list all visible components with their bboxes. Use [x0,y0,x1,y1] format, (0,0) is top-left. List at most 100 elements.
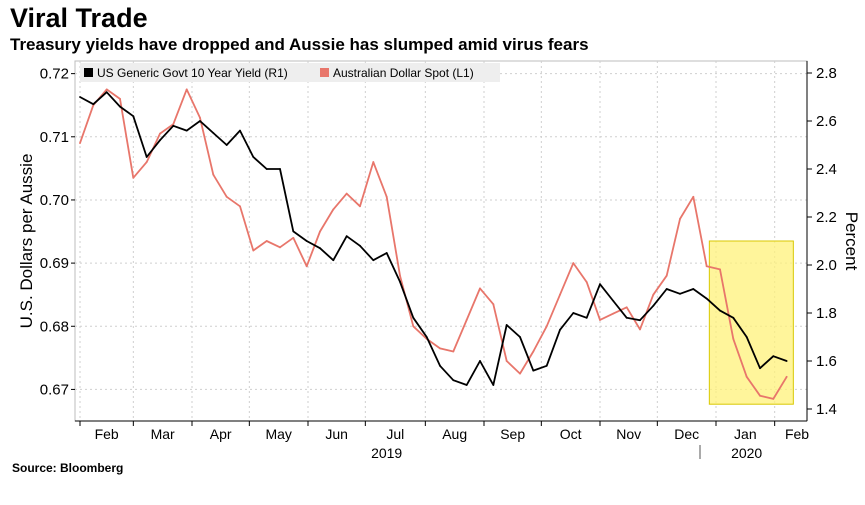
series-lines [79,88,788,400]
right-tick-label: 1.4 [816,401,837,418]
highlight-box [708,240,794,405]
aud-data-point [279,246,281,249]
aud-data-point [665,274,668,277]
yield-data-point [119,105,121,108]
yield-data-point [532,369,535,372]
legend: US Generic Govt 10 Year Yield (R1) Austra… [80,63,500,82]
aud-data-point [105,88,108,91]
chart-subtitle: Treasury yields have dropped and Aussie … [10,35,589,54]
legend-swatch [320,68,329,77]
legend-swatch [84,68,93,77]
yield-data-point [185,129,188,132]
yield-data-point [412,316,415,319]
aud-data-point [652,293,655,296]
aud-data-point [692,195,695,198]
yield-data-point [332,259,335,262]
yield-data-point [439,364,441,367]
yield-data-point [599,283,601,286]
yield-data-point [732,316,735,319]
right-tick-label: 2.0 [816,257,837,274]
yield-data-point [585,316,588,319]
x-tick-label: Nov [616,426,641,442]
aud-data-point [212,173,215,176]
aud-data-point [332,208,335,211]
yield-data-point [452,379,455,382]
aud-data-point [452,350,455,353]
left-tick-label: 0.68 [40,318,69,335]
aud-data-point [785,375,788,378]
left-tick-label: 0.70 [40,192,69,209]
aud-data-point [639,328,641,331]
yield-data-point [785,360,788,362]
yield-data-point [625,316,628,319]
aud-data-point [572,262,575,265]
year-label: 2020 [731,445,762,461]
yield-data-point [105,91,108,94]
aud-data-point [305,265,308,268]
x-tick-label: Feb [785,426,809,442]
highlight-region [708,240,794,405]
yield-data-point [145,156,148,158]
aud-data-point [719,268,721,271]
yield-data-point [79,96,81,98]
yield-data-point [545,364,548,367]
aud-data-point [265,240,268,242]
yield-data-point [292,230,295,233]
aud-data-point [759,394,761,397]
yield-data-point [572,312,575,314]
yield-data-point [719,309,721,312]
aud-data-point [519,372,521,375]
yield-data-point [345,235,348,238]
aud-data-point [612,312,615,315]
yield-data-point [172,124,175,127]
left-tick-label: 0.69 [40,255,69,272]
right-tick-label: 2.4 [816,161,837,178]
yield-data-point [505,324,508,326]
right-axis: 1.4 1.6 1.8 2.0 2.2 2.4 2.6 2.8 [806,61,837,421]
aud-data-point [439,347,441,350]
aud-data-point [559,293,561,296]
yield-data-point [772,355,775,358]
yield-data-point [372,259,375,262]
x-tick-label: Jul [386,426,404,442]
yield-data-point [652,304,655,307]
source-note: Source: Bloomberg [12,461,124,475]
yield-data-point [612,300,615,302]
aud-data-point [159,132,161,135]
aud-data-point [359,205,361,208]
aud-data-point [705,265,708,268]
aud-data-point [385,195,388,198]
aud-data-point [119,97,121,100]
yield-data-point [359,244,361,247]
aud-data-point [292,236,295,239]
yield-data-point [319,247,321,250]
chart-title: Viral Trade [10,3,148,33]
yield-data-point [252,156,255,158]
right-tick-label: 1.8 [816,305,837,322]
aud-data-point [532,350,535,353]
left-axis: 0.67 0.68 0.69 0.70 0.71 0.72 [40,66,75,398]
aud-data-point [505,360,508,362]
x-tick-label: Dec [674,426,699,442]
yield-data-point [399,280,401,283]
aud-data-point [132,176,135,179]
aud-data-point [465,319,468,321]
yield-data-point [665,288,668,290]
left-axis-label: U.S. Dollars per Aussie [17,154,36,329]
yield-data-point [492,384,495,386]
left-tick-label: 0.67 [40,381,69,398]
x-tick-label: Mar [151,426,175,442]
x-tick-label: Jan [734,426,757,442]
aud-series-line [79,88,788,400]
aud-data-point [679,217,681,220]
yield-data-point [679,292,681,295]
x-tick-label: Jun [325,426,348,442]
aud-data-point [625,306,628,309]
yield-series-line [79,91,788,386]
left-tick-label: 0.71 [40,129,69,146]
aud-data-point [492,303,495,306]
legend-box [80,63,500,82]
yield-data-point [92,103,95,106]
yield-data-point [519,336,521,338]
